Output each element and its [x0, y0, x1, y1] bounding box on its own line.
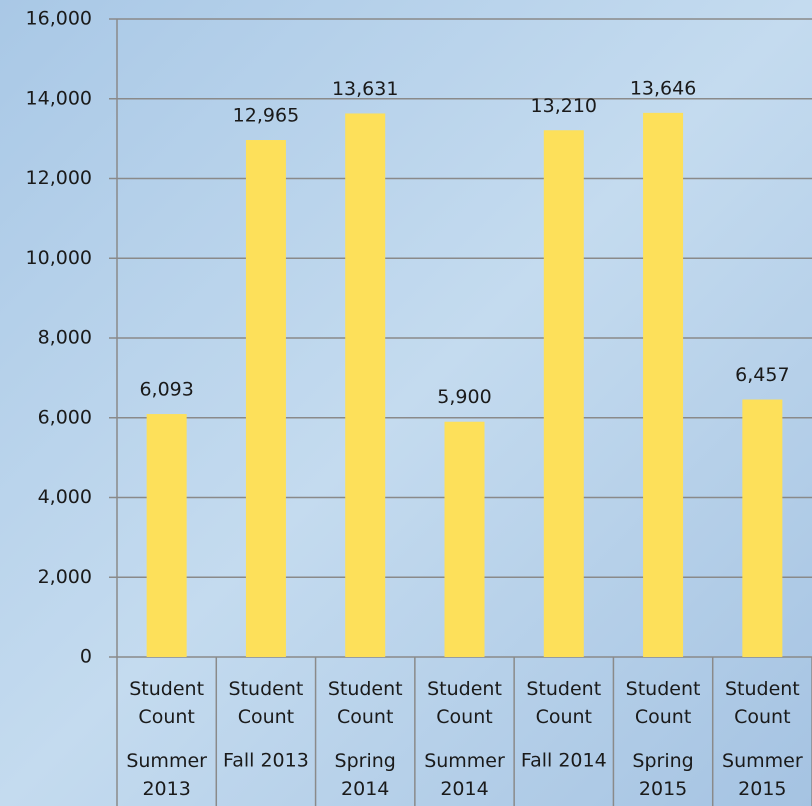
series-label: Student Count	[229, 678, 304, 728]
data-label: 12,965	[233, 105, 299, 127]
series-label: Student Count	[427, 678, 502, 728]
bar	[643, 112, 684, 658]
y-tick-label: 14,000	[26, 87, 92, 109]
x-tick-label: Fall 2014	[521, 750, 607, 772]
x-tick-label: Spring 2014	[335, 750, 396, 800]
bar	[345, 113, 386, 658]
series-label: Student Count	[328, 678, 403, 728]
y-tick-label: 12,000	[26, 167, 92, 189]
data-label: 5,900	[437, 386, 491, 408]
bar	[245, 140, 286, 657]
x-tick-label: Summer 2013	[126, 750, 207, 800]
x-tick-label: Fall 2013	[223, 750, 309, 772]
data-label: 13,210	[531, 95, 597, 117]
y-tick-label: 0	[80, 646, 92, 668]
bar	[444, 421, 485, 657]
y-tick-label: 2,000	[38, 566, 92, 588]
y-tick-label: 4,000	[38, 486, 92, 508]
y-tick-label: 16,000	[26, 8, 92, 30]
data-label: 13,646	[630, 77, 696, 99]
data-label: 13,631	[332, 78, 398, 100]
x-tick-label: Summer 2015	[722, 750, 803, 800]
series-label: Student Count	[526, 678, 601, 728]
y-tick-label: 8,000	[38, 327, 92, 349]
y-tick-label: 10,000	[26, 247, 92, 269]
series-label: Student Count	[725, 678, 800, 728]
x-tick-label: Summer 2014	[424, 750, 505, 800]
series-label: Student Count	[129, 678, 204, 728]
bar	[742, 399, 783, 657]
bar	[146, 414, 187, 657]
x-tick-label: Spring 2015	[632, 750, 693, 800]
data-label: 6,093	[139, 379, 193, 401]
series-label: Student Count	[626, 678, 701, 728]
y-tick-label: 6,000	[38, 406, 92, 428]
bar	[543, 130, 584, 658]
data-label: 6,457	[735, 364, 789, 386]
